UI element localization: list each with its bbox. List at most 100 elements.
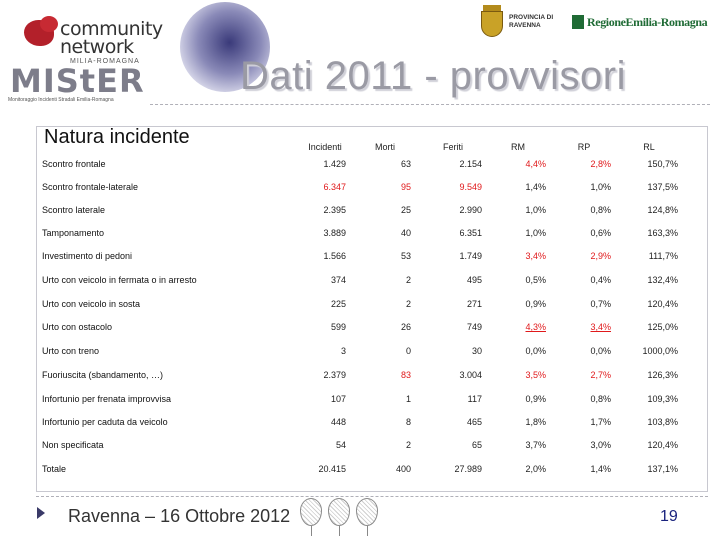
cell-morti: 0 [405,346,411,356]
cell-rp: 2,7% [590,370,611,380]
cell-morti: 8 [405,417,411,427]
cell-incidenti: 6.347 [323,182,346,192]
cell-feriti: 271 [466,299,482,309]
cell-morti: 95 [400,182,411,192]
page-number: 19 [660,508,678,525]
region-logo-text: RegioneEmilia-Romagna [587,15,708,29]
balloon-string-icon [367,526,368,536]
cell-rm: 2,0% [525,464,546,474]
page-title: Dati 2011 - provvisori [240,54,626,98]
table-row: Infortunio per frenata improvvisa 107 1 … [36,388,708,411]
header-divider [150,104,710,105]
cell-incidenti: 1.429 [323,159,346,169]
cell-rp: 0,0% [590,346,611,356]
cell-rm: 3,5% [525,370,546,380]
cell-rm: 0,9% [525,299,546,309]
cell-morti: 63 [400,159,411,169]
table-heading: Natura incidente [44,126,190,148]
row-label: Scontro laterale [42,205,106,215]
community-logo-line2: network [60,36,134,58]
table-row: Scontro frontale-laterale 6.347 95 9.549… [36,176,708,199]
cell-rm: 1,0% [525,205,546,215]
bullet-arrow-icon [37,507,45,519]
table-row: Scontro frontale 1.429 63 2.154 4,4% 2,8… [36,153,708,176]
cell-incidenti: 54 [335,440,346,450]
cell-rl: 132,4% [647,275,678,285]
row-label: Tamponamento [42,228,105,238]
cell-rm: 1,0% [525,228,546,238]
cell-feriti: 6.351 [459,228,482,238]
community-logo-line3: MILIA-ROMAGNA [70,58,140,65]
row-label: Non specificata [42,440,104,450]
cell-rl: 111,7% [648,251,678,261]
cell-rl: 120,4% [647,299,678,309]
cell-feriti: 9.549 [459,182,482,192]
balloon-icon [300,498,322,526]
cell-rp: 1,4% [590,464,611,474]
provincia-line2: RAVENNA [509,22,541,29]
cell-rp: 0,8% [590,205,611,215]
cell-rl: 125,0% [647,322,678,332]
logo-blob-small-icon [40,16,58,32]
cell-rp: 0,6% [590,228,611,238]
balloon-icon [356,498,378,526]
provincia-logo: PROVINCIA DI RAVENNA [509,14,553,30]
row-label: Scontro frontale-laterale [42,182,139,192]
cell-feriti: 2.154 [459,159,482,169]
table-row: Non specificata 54 2 65 3,7% 3,0% 120,4% [36,434,708,457]
row-label: Totale [42,464,67,474]
cell-rl: 163,3% [647,228,678,238]
provincia-line1: PROVINCIA DI [509,14,554,21]
provincia-coat-of-arms-icon [479,5,505,37]
cell-morti: 83 [400,370,411,380]
cell-morti: 400 [395,464,411,474]
cell-feriti: 1.749 [459,251,482,261]
community-network-logo: community network MILIA-ROMAGNA [22,14,172,65]
footer-divider [36,496,708,497]
cell-incidenti: 1.566 [323,251,346,261]
table-row-total: Totale 20.415 400 27.989 2,0% 1,4% 137,1… [36,458,708,481]
row-label: Fuoriuscita (sbandamento, …) [42,370,164,380]
row-label: Scontro frontale [42,159,106,169]
row-label: Investimento di pedoni [42,251,133,261]
cell-feriti: 749 [466,322,482,332]
cell-rp: 2,9% [590,251,611,261]
cell-rp: 1,7% [590,417,611,427]
cell-feriti: 495 [466,275,482,285]
cell-incidenti: 2.395 [323,205,346,215]
cell-rl: 126,3% [647,370,678,380]
cell-rm: 0,0% [525,346,546,356]
cell-rp: 3,0% [590,440,611,450]
table-row: Tamponamento 3.889 40 6.351 1,0% 0,6% 16… [36,222,708,245]
column-header-morti: Morti [375,142,395,152]
balloon-string-icon [339,526,340,536]
table-row: Urto con ostacolo 599 26 749 4,3% 3,4% 1… [36,316,708,339]
cell-feriti: 2.990 [459,205,482,215]
balloon-string-icon [311,526,312,536]
cell-feriti: 3.004 [459,370,482,380]
cell-rl: 103,8% [647,417,678,427]
table-row: Urto con treno 3 0 30 0,0% 0,0% 1000,0% [36,340,708,363]
cell-incidenti: 20.415 [318,464,346,474]
cell-rm: 4,4% [525,159,546,169]
cell-rp: 0,8% [590,394,611,404]
cell-rl: 109,3% [647,394,678,404]
table-row: Infortunio per caduta da veicolo 448 8 4… [36,411,708,434]
cell-incidenti: 3.889 [323,228,346,238]
cell-rp: 0,7% [590,299,611,309]
table-row: Fuoriuscita (sbandamento, …) 2.379 83 3.… [36,364,708,387]
column-header-rl: RL [643,142,655,152]
cell-feriti: 465 [466,417,482,427]
cell-morti: 2 [405,275,411,285]
table-row: Urto con veicolo in fermata o in arresto… [36,269,708,292]
cell-incidenti: 448 [330,417,346,427]
cell-incidenti: 107 [330,394,346,404]
table-frame [36,126,708,492]
cell-morti: 53 [400,251,411,261]
cell-rm: 3,4% [525,251,546,261]
cell-feriti: 27.989 [454,464,482,474]
mister-logo-subtitle: Monitoraggio Incidenti Stradali Emilia-R… [8,97,114,103]
row-label: Urto con veicolo in fermata o in arresto [42,275,197,285]
footer-date-text: Ravenna – 16 Ottobre 2012 [68,506,291,526]
row-label: Urto con veicolo in sosta [42,299,141,309]
